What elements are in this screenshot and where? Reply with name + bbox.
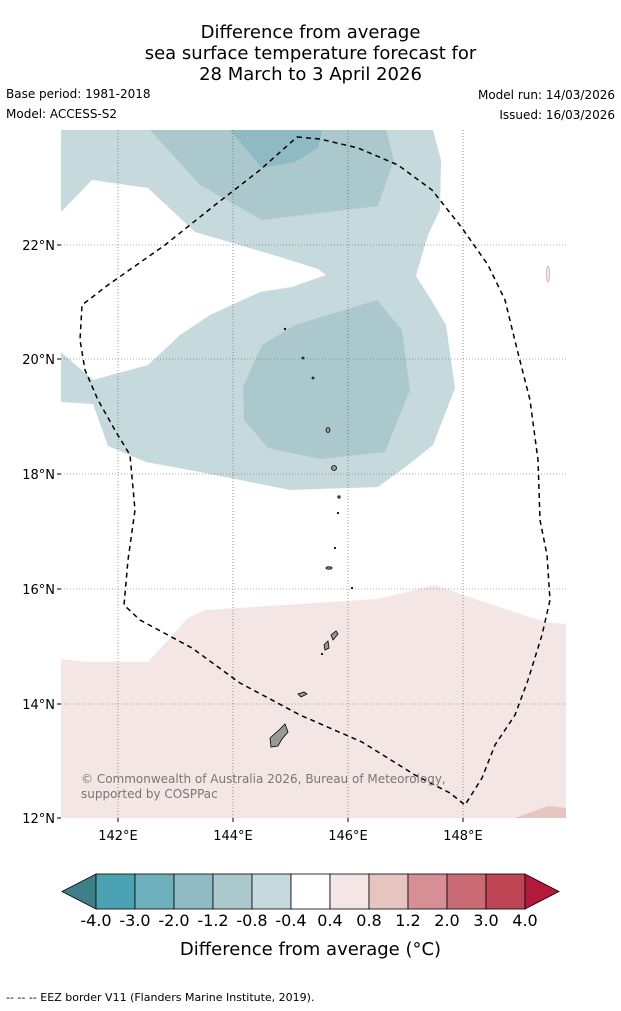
gridlines: [61, 130, 566, 818]
lon-label-146: 146°E: [328, 829, 368, 844]
colorbar-label: 1.2: [395, 911, 421, 930]
colorbar-label: -0.8: [236, 911, 268, 930]
island-guguan: [336, 511, 340, 515]
island-pagan: [331, 465, 337, 471]
island-rota: [297, 691, 308, 698]
island-agrihan: [325, 427, 331, 433]
island-alamagan: [337, 495, 341, 499]
map-plot-area: [61, 130, 566, 818]
colorbar-under-arrow: [61, 873, 97, 910]
title-line-1: Difference from average: [200, 22, 421, 43]
colorbar-label: -1.2: [197, 911, 229, 930]
chart-title: Difference from average sea surface temp…: [0, 22, 621, 85]
colorbar-swatch: [95, 873, 136, 910]
colorbar-swatch: [134, 873, 175, 910]
colorbar-label: -2.0: [158, 911, 190, 930]
island-saipan: [330, 630, 339, 641]
colorbar-label: 0.8: [356, 911, 382, 930]
lat-label-22: 22°N: [22, 239, 55, 254]
copyright-notice: © Commonwealth of Australia 2026, Bureau…: [81, 772, 446, 801]
colorbar-swatch: [212, 873, 253, 910]
lon-label-148: 148°E: [443, 829, 483, 844]
eez-border: [79, 136, 551, 807]
colorbar-swatch: [329, 873, 370, 910]
axis-ticks: [57, 244, 464, 822]
colorbar-swatch: [485, 873, 526, 910]
colorbar-label: 0.4: [317, 911, 343, 930]
island-farallon: [283, 327, 287, 331]
model-run: Model run: 14/03/2026: [477, 88, 615, 102]
colorbar-title: Difference from average (°C): [179, 939, 442, 960]
issued-date: Issued: 16/03/2026: [499, 108, 615, 122]
lon-label-142: 142°E: [98, 829, 138, 844]
cool-anomaly-region-mid-north: [150, 130, 394, 220]
island-sarigan: [333, 546, 337, 550]
lon-labels: 142°E 144°E 146°E 148°E: [98, 829, 483, 844]
lat-label-20: 20°N: [22, 353, 55, 368]
cool-anomaly-region-mid-south: [243, 300, 410, 459]
lon-label-144: 144°E: [213, 829, 253, 844]
colorbar: [61, 873, 560, 910]
cool-anomaly-region-core: [230, 130, 322, 168]
colorbar-over-arrow: [524, 873, 560, 910]
warm-anomaly-patch: [515, 806, 566, 818]
islands: [269, 265, 550, 748]
island-guam: [269, 723, 289, 748]
lat-label-14: 14°N: [22, 698, 55, 713]
warm-anomaly-speck: [546, 265, 550, 283]
island-asuncion: [311, 376, 315, 380]
title-line-3: 28 March to 3 April 2026: [199, 64, 422, 85]
lat-labels: 22°N 20°N 18°N 16°N 14°N 12°N: [22, 239, 55, 827]
model-name: Model: ACCESS-S2: [6, 107, 118, 121]
colorbar-swatch: [173, 873, 214, 910]
colorbar-label: -4.0: [80, 911, 112, 930]
lat-label-12: 12°N: [22, 812, 55, 827]
colorbar-label: 2.0: [434, 911, 460, 930]
island-maug: [301, 356, 305, 360]
lat-label-18: 18°N: [22, 468, 55, 483]
colorbar-label: -0.4: [275, 911, 307, 930]
colorbar-label: 4.0: [512, 911, 538, 930]
island-anatahan: [325, 566, 333, 570]
colorbar-swatch: [446, 873, 487, 910]
title-line-2: sea surface temperature forecast for: [144, 43, 477, 64]
lat-label-16: 16°N: [22, 583, 55, 598]
island-farallon-medinilla: [350, 586, 354, 590]
colorbar-swatch: [407, 873, 448, 910]
colorbar-swatch: [290, 873, 331, 910]
colorbar-label: -3.0: [119, 911, 151, 930]
warm-anomaly-region: [61, 585, 566, 818]
island-aguijan: [320, 652, 324, 656]
base-period: Base period: 1981-2018: [6, 87, 151, 101]
colorbar-swatch: [368, 873, 409, 910]
colorbar-label: 3.0: [473, 911, 499, 930]
island-tinian: [323, 640, 330, 651]
colorbar-swatch: [251, 873, 292, 910]
eez-legend: -- -- -- EEZ border V11 (Flanders Marine…: [6, 991, 315, 1004]
